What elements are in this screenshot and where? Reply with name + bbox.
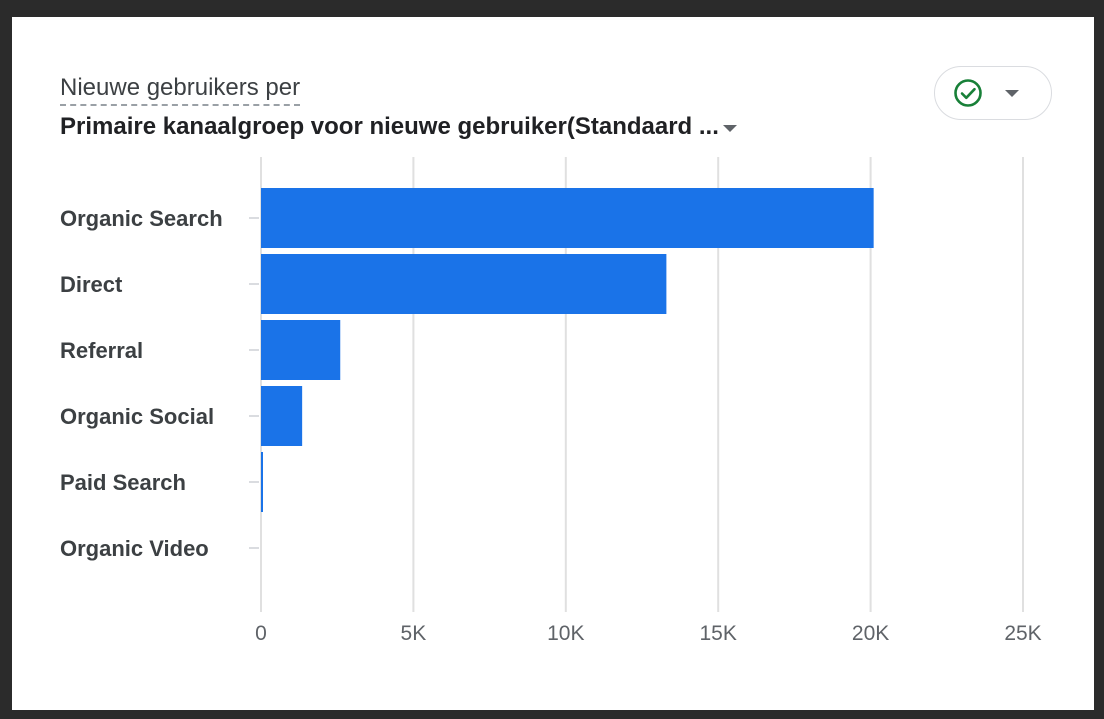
chart-category-labels: Organic Search Direct Referral Organic Soci… [60, 206, 223, 561]
chart-tick-labels: 0 5K 10K 15K 20K 25K [255, 622, 1042, 645]
category-label: Paid Search [60, 470, 186, 495]
bar-direct[interactable] [261, 254, 667, 314]
bar-paid-search[interactable] [261, 452, 263, 512]
bar-chart: Organic Search Direct Referral Organic Soci… [60, 157, 1042, 645]
x-tick-label: 15K [700, 622, 737, 645]
data-quality-button[interactable] [934, 66, 1052, 120]
bar-organic-search[interactable] [261, 188, 874, 248]
check-circle-icon [953, 78, 983, 108]
x-tick-label: 0 [255, 622, 267, 645]
bar-referral[interactable] [261, 320, 341, 380]
category-label: Direct [60, 272, 123, 297]
category-label: Organic Search [60, 206, 223, 231]
dimension-selector-label: Primaire kanaalgroep voor nieuwe gebruik… [60, 113, 719, 140]
chart-title-metric[interactable]: Nieuwe gebruikers per [60, 73, 301, 106]
chevron-down-icon [1005, 89, 1019, 97]
x-tick-label: 25K [1004, 622, 1041, 645]
x-tick-label: 20K [852, 622, 889, 645]
dimension-chevron-down-icon [722, 124, 737, 132]
x-tick-label: 10K [547, 622, 584, 645]
category-label: Organic Social [60, 404, 214, 429]
chart-card: Nieuwe gebruikers per Primaire kanaalgro… [12, 17, 1094, 710]
x-tick-label: 5K [401, 622, 427, 645]
dimension-selector[interactable]: Primaire kanaalgroep voor nieuwe gebruik… [60, 112, 737, 142]
chart-bars [261, 188, 874, 512]
bar-organic-social[interactable] [261, 386, 303, 446]
category-label: Organic Video [60, 536, 209, 561]
category-label: Referral [60, 338, 143, 363]
